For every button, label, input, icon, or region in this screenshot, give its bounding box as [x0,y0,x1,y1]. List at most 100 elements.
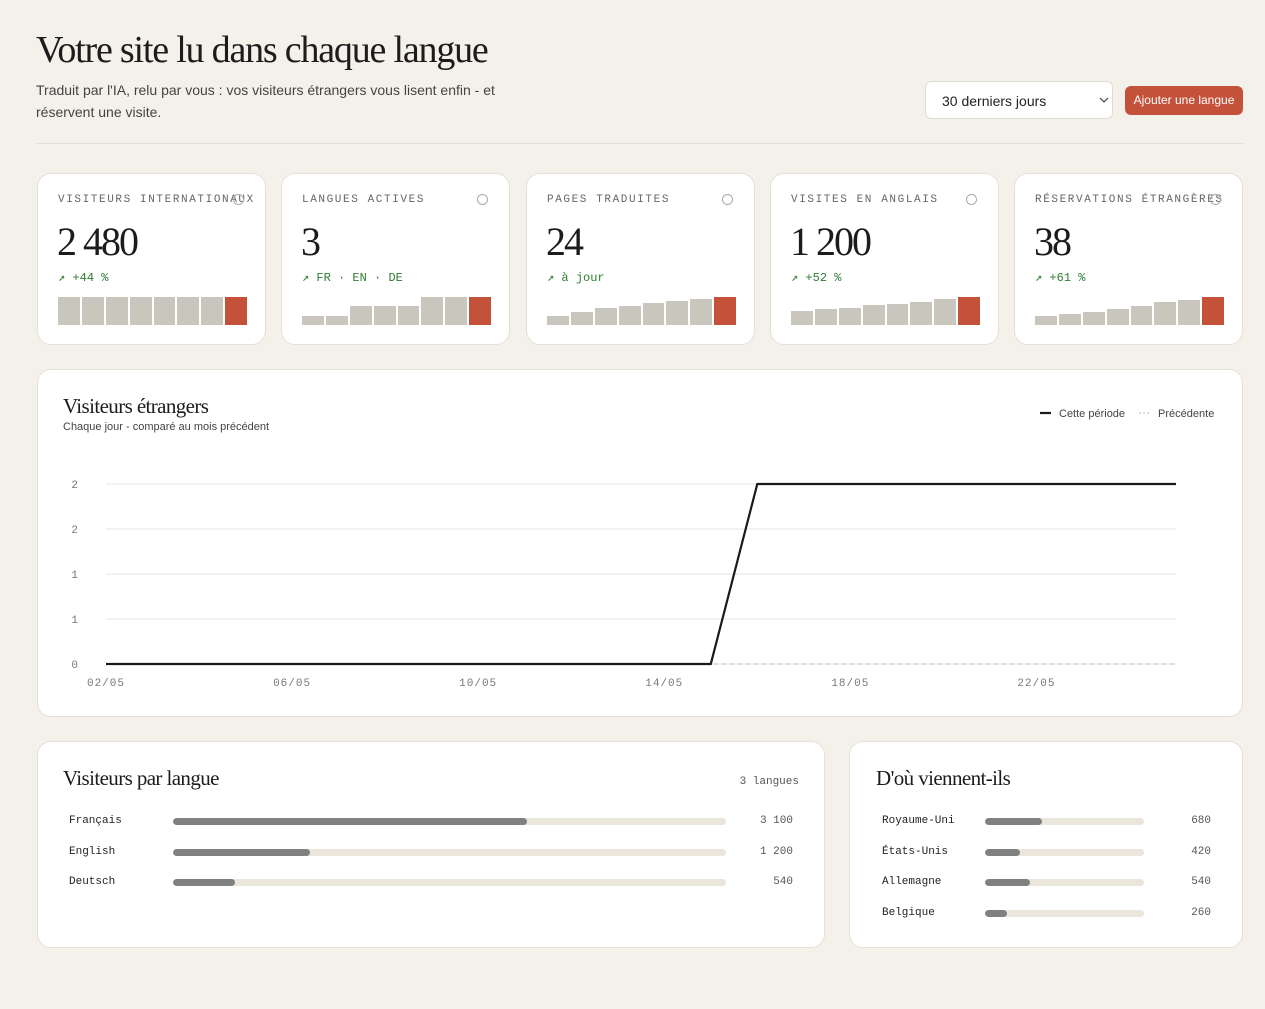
bar-track [985,818,1144,825]
spark-bar [373,306,396,325]
spark-bar [129,297,152,325]
bar-row: Allemagne 540 [850,875,1242,891]
bar-track [985,909,1144,917]
spark-bar [201,297,224,325]
period-select[interactable]: 30 derniers jours [925,81,1113,119]
add-language-button[interactable]: Ajouter une langue [1125,86,1243,115]
bar-fill [985,909,1007,917]
spark-bar [958,297,980,325]
spark-bar [642,302,665,325]
chart-panel: Visiteurs étrangers Chaque jour - compar… [37,369,1243,717]
sparkline [791,284,980,325]
row-value: 680 [1191,815,1211,827]
line-chart: 0 1 1 2 2 02/05 06/05 10/05 14/05 18/05 22/05 Cette… [71,408,1214,690]
bar-track [173,848,726,856]
bar-fill [985,879,1031,886]
spark-bar [594,307,617,325]
kpi-delta: ↗ FR · EN · DE [302,271,403,285]
x-tick-label: 22/05 [1017,678,1055,690]
bar-fill [173,848,311,856]
bar-track [985,879,1144,886]
spark-bar [1154,302,1177,325]
kpi-label: VISITES EN ANGLAIS [791,194,939,206]
row-value: 1 200 [759,845,793,858]
divider [37,143,1243,144]
kpi-label: LANGUES ACTIVES [302,194,426,206]
kpi-card: PAGES TRADUITES 24 ↗ à jour [526,173,755,345]
kpi-delta: ↗ à jour [547,271,605,285]
row-label: États-Unis [882,845,949,858]
bar-track [985,848,1144,856]
spark-bar [862,304,885,325]
row-value: 540 [1191,876,1211,888]
bar-fill [985,818,1042,825]
kpi-card: VISITES EN ANGLAIS 1 200 ↗ +52 % [770,173,999,345]
spark-bar [1058,313,1081,325]
panel-title: Visiteurs par langue [63,766,219,790]
row-value: 540 [773,876,793,888]
spark-bar [153,297,176,325]
kpi-delta: ↗ +52 % [791,271,842,285]
legend-label: Précédente [1158,408,1214,420]
bar-row: Royaume-Uni 680 [850,814,1242,830]
kpi-card: VISITEURS INTERNATIONAUX 2 480 ↗ +44 % [37,173,266,345]
sparkline [1035,284,1224,325]
spark-bar [666,300,689,325]
spark-bar [1082,311,1105,325]
spark-bar [1202,297,1224,325]
spark-bar [397,306,420,325]
chart-title: Visiteurs étrangers [63,394,209,418]
spark-bar [349,306,372,325]
spark-bar [445,297,468,325]
y-tick-label: 2 [71,525,78,537]
languages-panel: Visiteurs par langue 3 langues Français 3… [37,741,825,948]
spark-bar [714,297,736,325]
x-tick-label: 02/05 [87,678,125,690]
spark-bar [1035,316,1057,325]
spark-bar [1106,308,1129,325]
panel-title: D'où viennent-ils [876,766,1011,790]
series-line [106,482,1176,666]
spark-bar [1178,299,1201,325]
info-icon [722,194,733,205]
y-tick-label: 1 [71,615,78,627]
row-label: Royaume-Uni [882,815,955,827]
info-icon [233,194,244,205]
spark-bar [886,304,909,325]
kpi-label: RÉSERVATIONS ÉTRANGÈRES [1035,194,1224,206]
row-label: Deutsch [69,876,116,888]
spark-bar [814,308,837,325]
sparkline [302,284,491,325]
spark-bar [690,299,713,325]
x-tick-label: 18/05 [831,678,869,690]
language-count: 3 langues [739,776,799,788]
row-value: 3 100 [759,815,793,827]
row-value: 420 [1191,845,1211,858]
kpi-delta: ↗ +61 % [1035,271,1086,285]
kpi-value: 38 [1034,219,1072,264]
bar-track [173,879,726,886]
spark-bar [469,297,491,325]
row-label: English [69,845,116,858]
bar-fill [173,818,528,825]
sparkline [547,284,736,325]
spark-bar [547,315,569,325]
row-value: 260 [1191,906,1211,919]
row-label: Belgique [882,906,935,919]
info-icon [1210,194,1221,205]
legend-label: Cette période [1059,408,1125,420]
spark-bar [934,299,957,325]
bar-row: Français 3 100 [38,814,824,830]
kpi-card: RÉSERVATIONS ÉTRANGÈRES 38 ↗ +61 % [1014,173,1243,345]
kpi-label: PAGES TRADUITES [547,194,671,206]
y-tick-label: 1 [71,570,78,582]
spark-bar [325,315,348,325]
spark-bar [570,312,593,325]
spark-bar [177,297,200,325]
countries-panel: D'où viennent-ils Royaume-Uni 680 États-Un… [849,741,1243,948]
spark-bar [791,311,813,325]
spark-bar [58,297,80,325]
y-tick-label: 0 [71,660,78,672]
